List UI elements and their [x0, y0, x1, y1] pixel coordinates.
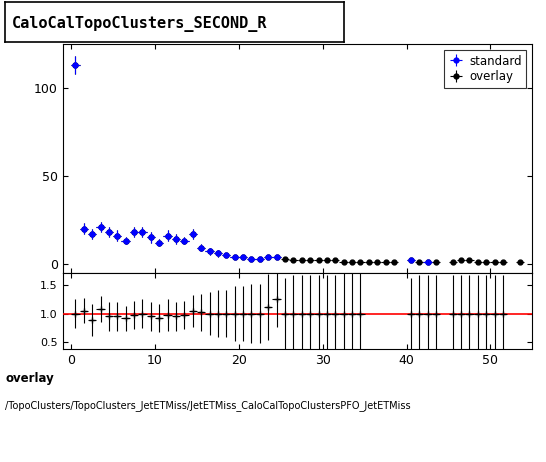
Text: CaloCalTopoClusters_SECOND_R: CaloCalTopoClusters_SECOND_R: [12, 16, 268, 32]
Text: overlay: overlay: [5, 372, 54, 385]
Text: /TopoClusters/TopoClusters_JetETMiss/JetETMiss_CaloCalTopoClustersPFO_JetETMiss: /TopoClusters/TopoClusters_JetETMiss/Jet…: [5, 400, 411, 411]
Legend: standard, overlay: standard, overlay: [444, 50, 526, 88]
